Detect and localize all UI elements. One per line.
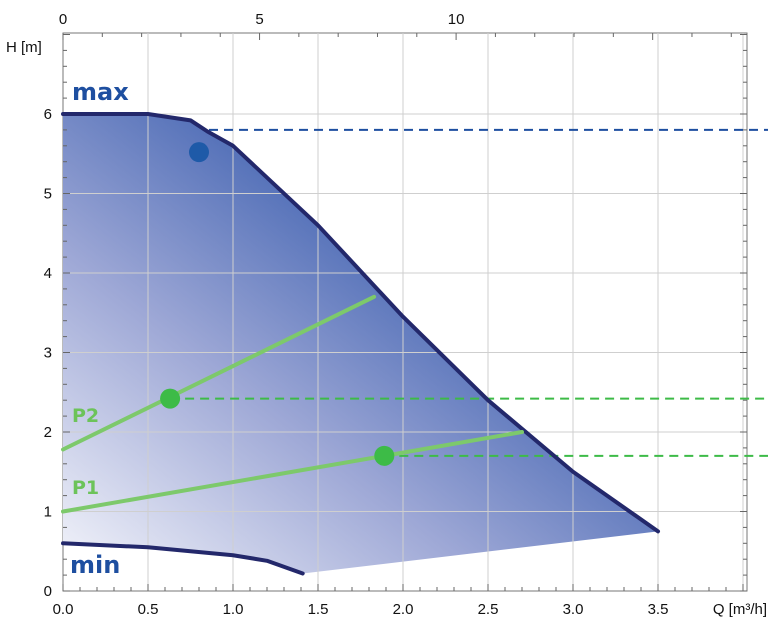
y-tick-label: 6 [44, 106, 52, 123]
y-tick-label: 5 [44, 186, 52, 203]
x-tick-label: 1.0 [223, 601, 244, 618]
curve-label-p2: P2 [72, 405, 99, 427]
operating-area [63, 114, 658, 574]
x-tick-labels: 0.0 0.5 1.0 1.5 2.0 2.5 3.0 3.5 [53, 601, 669, 618]
y-tick-label: 4 [44, 265, 52, 282]
top-tick-label: 10 [448, 11, 465, 28]
top-tick-labels: 0 5 10 [59, 11, 465, 28]
y-tick-labels: 0 1 2 3 4 5 6 [44, 106, 52, 600]
operating-point [374, 445, 395, 466]
curve-p2 [61, 294, 377, 452]
top-tick-label: 5 [255, 11, 263, 28]
x-tick-label: 0.5 [138, 601, 159, 618]
x-tick-label: 3.0 [563, 601, 584, 618]
operating-points [160, 142, 395, 466]
x-tick-label: 2.5 [478, 601, 499, 618]
y-axis-label: H [m] [6, 39, 42, 56]
axis-ticks [62, 33, 747, 592]
curves [61, 112, 660, 576]
curve-label-max: max [72, 78, 129, 106]
curve-p1 [61, 430, 524, 514]
y-tick-label: 3 [44, 345, 52, 362]
x-tick-label: 3.5 [648, 601, 669, 618]
y-tick-label: 0 [44, 583, 52, 600]
x-tick-label: 0.0 [53, 601, 74, 618]
y-tick-label: 1 [44, 504, 52, 521]
operating-point [160, 388, 181, 409]
x-axis-label: Q [m³/h] [713, 601, 767, 618]
x-tick-label: 1.5 [308, 601, 329, 618]
x-tick-label: 2.0 [393, 601, 414, 618]
operating-point [189, 142, 209, 163]
y-tick-label: 2 [44, 424, 52, 441]
reference-lines [170, 128, 768, 457]
curve-min [61, 541, 305, 576]
curve-label-p1: P1 [72, 477, 99, 499]
curve-label-min: min [70, 551, 120, 579]
grid-lines [63, 33, 747, 591]
curve-max [61, 112, 660, 534]
top-tick-label: 0 [59, 11, 67, 28]
